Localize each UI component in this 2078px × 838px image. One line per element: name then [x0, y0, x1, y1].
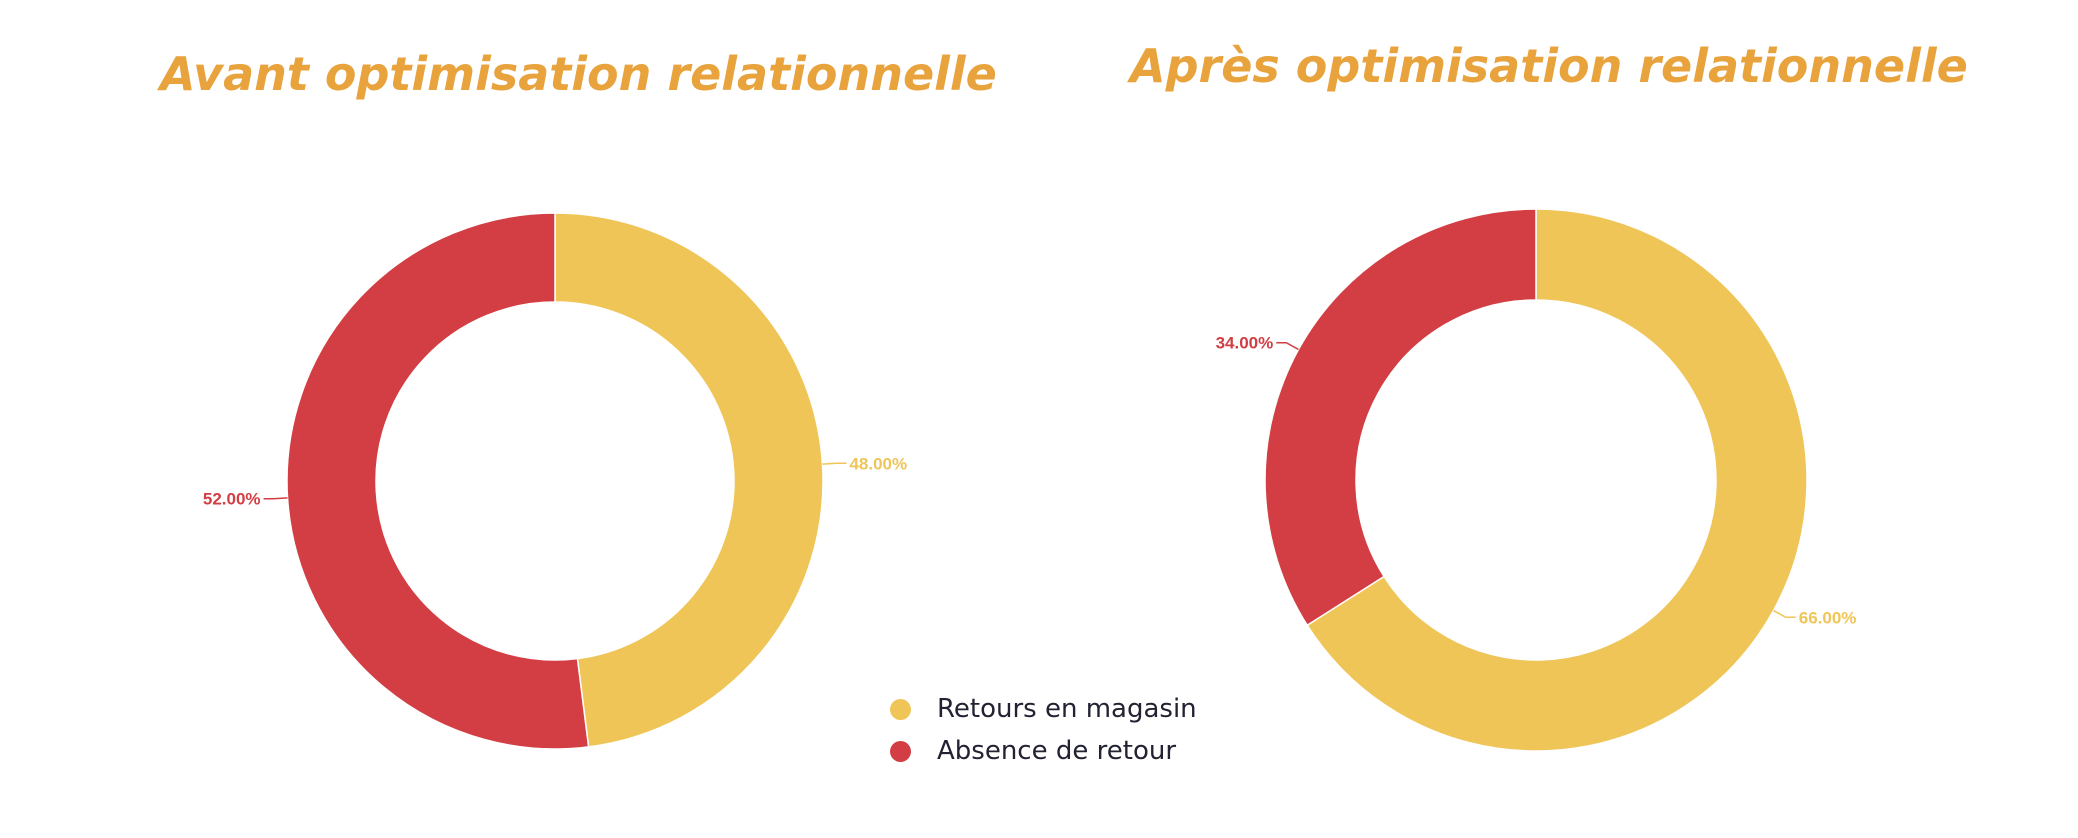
- pct-label-apres-absence: 34.00%: [1216, 334, 1274, 353]
- legend-dot-retours: [890, 698, 911, 720]
- chart-title-apres: Après optimisation relationnelle: [1127, 39, 1968, 93]
- leader-line-apres-retours: [1773, 609, 1796, 619]
- legend-label-retours: Retours en magasin: [937, 694, 1197, 724]
- legend-dot-absence: [890, 740, 911, 762]
- pct-label-avant-retours: 48.00%: [849, 454, 907, 473]
- legend: Retours en magasin Absence de retour: [890, 688, 1197, 772]
- slice-apres-retours: [1306, 208, 1808, 752]
- legend-label-absence: Absence de retour: [937, 736, 1177, 766]
- pct-label-apres-retours: 66.00%: [1799, 608, 1857, 627]
- donut-chart-avant: 48.00% 52.00%: [203, 212, 907, 750]
- pct-label-avant-absence: 52.00%: [203, 490, 261, 509]
- leader-line-apres-absence: [1276, 341, 1299, 351]
- legend-item-absence: Absence de retour: [890, 730, 1197, 772]
- legend-item-retours: Retours en magasin: [890, 688, 1197, 730]
- slice-avant-retours: [554, 212, 824, 748]
- leader-line-avant-absence: [263, 497, 288, 500]
- donut-chart-apres: 66.00% 34.00%: [1216, 208, 1857, 752]
- slice-avant-absence: [286, 212, 590, 750]
- leader-line-avant-retours: [822, 462, 847, 465]
- slice-apres-absence: [1264, 208, 1537, 627]
- chart-title-avant: Avant optimisation relationnelle: [157, 47, 997, 101]
